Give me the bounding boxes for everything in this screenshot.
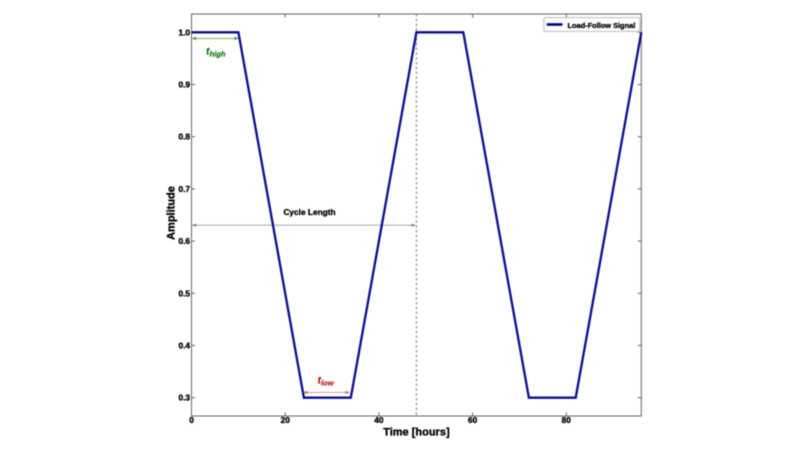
svg-text:0.3: 0.3 <box>178 393 190 403</box>
svg-text:thigh: thigh <box>206 46 226 59</box>
svg-text:Load-Follow Signal: Load-Follow Signal <box>568 21 636 30</box>
svg-text:0.9: 0.9 <box>178 80 190 90</box>
svg-text:0.4: 0.4 <box>178 341 190 351</box>
svg-text:40: 40 <box>374 415 384 425</box>
svg-text:Amplitude: Amplitude <box>166 186 178 240</box>
svg-text:1.0: 1.0 <box>178 27 190 37</box>
svg-text:0.8: 0.8 <box>178 132 190 142</box>
svg-text:0.5: 0.5 <box>178 288 190 298</box>
svg-text:0.7: 0.7 <box>178 184 190 194</box>
svg-text:0: 0 <box>189 415 194 425</box>
svg-text:60: 60 <box>468 415 478 425</box>
svg-text:tlow: tlow <box>318 375 335 388</box>
svg-text:0.6: 0.6 <box>178 236 190 246</box>
svg-text:Cycle Length: Cycle Length <box>283 207 335 217</box>
svg-text:80: 80 <box>562 415 572 425</box>
svg-text:20: 20 <box>281 415 291 425</box>
svg-text:Time [hours]: Time [hours] <box>383 427 450 439</box>
